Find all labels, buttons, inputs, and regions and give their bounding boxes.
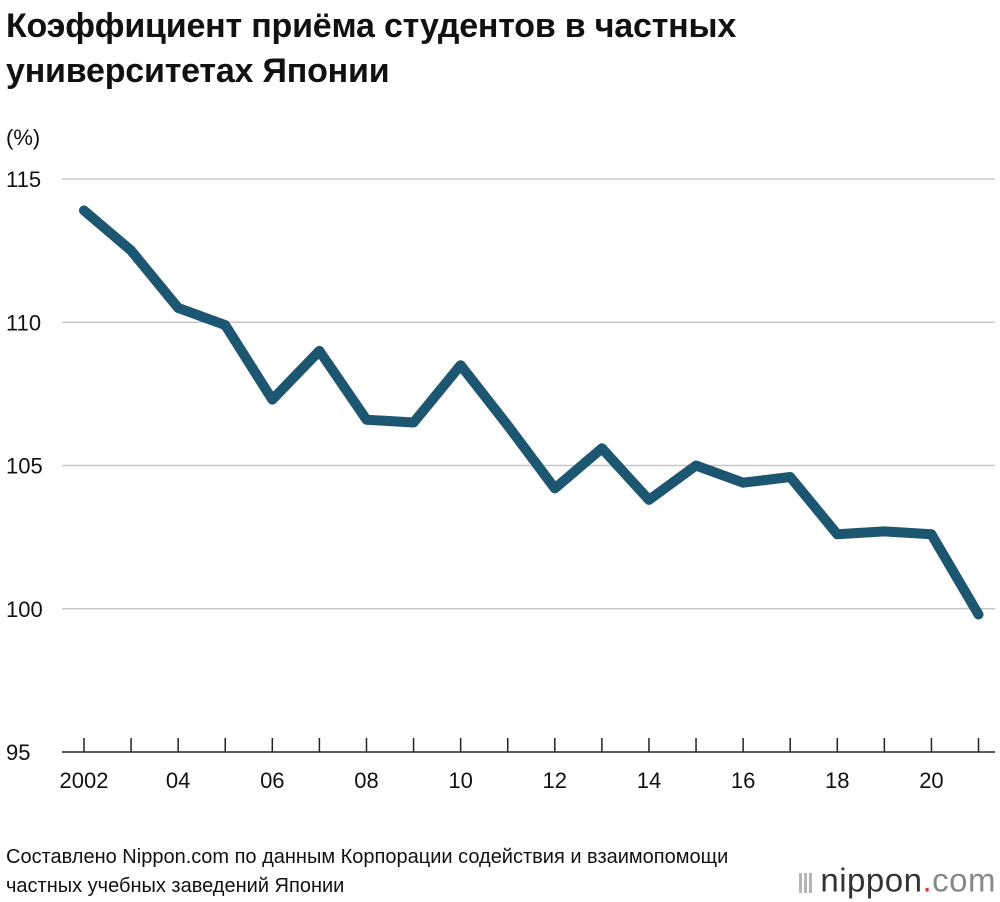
x-tick-label: 10 — [448, 768, 472, 793]
x-tick-label: 20 — [919, 768, 943, 793]
y-tick-labels: 115 110 105 100 95 — [6, 167, 43, 765]
y-tick-label: 95 — [6, 740, 30, 765]
x-tick-label: 18 — [825, 768, 849, 793]
nippon-logo: nippon.com — [799, 858, 996, 900]
x-tick-label: 2002 — [60, 768, 109, 793]
series-line — [79, 205, 984, 620]
y-unit-label: (%) — [6, 125, 40, 150]
x-tick-label: 08 — [354, 768, 378, 793]
y-tick-label: 110 — [6, 310, 41, 335]
logo-com-text: com — [932, 861, 996, 899]
x-tick-label: 16 — [731, 768, 755, 793]
y-tick-label: 105 — [6, 454, 43, 479]
x-tick-label: 04 — [166, 768, 190, 793]
y-tick-label: 100 — [6, 597, 43, 622]
x-tick-label: 14 — [637, 768, 661, 793]
logo-dot: . — [922, 861, 933, 899]
x-ticks — [83, 738, 980, 752]
source-note: Составлено Nippon.com по данным Корпорац… — [6, 846, 729, 897]
x-tick-labels: 2002 04 06 08 10 12 14 16 18 20 — [60, 768, 944, 793]
grid-lines — [62, 178, 995, 610]
chart-title: Коэффициент приёма студентов в частных у… — [6, 7, 737, 90]
logo-bars-icon — [799, 860, 814, 900]
x-tick-label: 06 — [260, 768, 284, 793]
x-tick-label: 12 — [543, 768, 567, 793]
logo-main-text: nippon — [820, 861, 923, 899]
y-tick-label: 115 — [6, 167, 41, 192]
